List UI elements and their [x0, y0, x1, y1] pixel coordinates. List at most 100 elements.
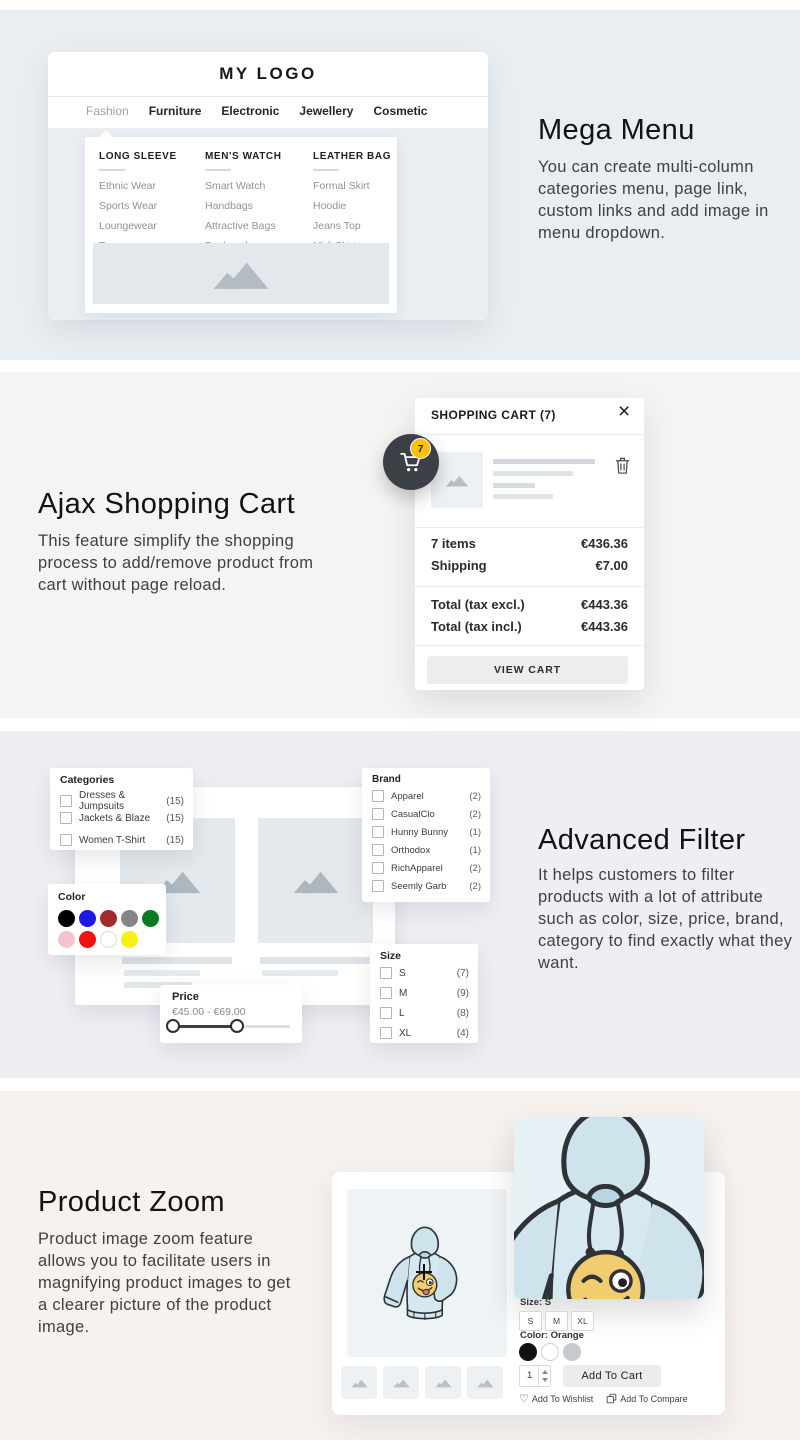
checkbox[interactable] [380, 987, 392, 999]
filter-option-row[interactable]: Seemly Garb (2) [372, 880, 481, 892]
checkbox[interactable] [372, 880, 384, 892]
checkbox[interactable] [372, 808, 384, 820]
option-count: (2) [469, 790, 481, 802]
nav-item-furniture[interactable]: Furniture [148, 104, 202, 118]
filter-option-row[interactable]: M (9) [380, 987, 469, 999]
swatch-darkred[interactable] [100, 910, 117, 927]
option-label: Jackets & Blaze [79, 812, 151, 824]
thumbnail-placeholder[interactable] [425, 1366, 461, 1399]
mega-menu-description: You can create multi-column categories m… [538, 158, 769, 242]
summary-label: 7 items [431, 536, 476, 551]
menu-link[interactable]: Handbags [205, 200, 253, 212]
filter-title: Price [172, 991, 199, 1003]
skeleton-line [262, 970, 338, 976]
thumbnail-placeholder[interactable] [467, 1366, 503, 1399]
menu-link[interactable]: Smart Watch [205, 180, 266, 192]
option-count: (7) [456, 967, 469, 979]
menu-link[interactable]: Hoodie [313, 200, 347, 212]
option-label: S [399, 967, 406, 979]
checkbox[interactable] [380, 967, 392, 979]
filter-option-row[interactable]: CasualClo (2) [372, 808, 481, 820]
add-to-wishlist-link[interactable]: ♡ Add To Wishlist [519, 1392, 593, 1405]
filter-option-row[interactable]: Women T-Shirt (15) [60, 834, 184, 846]
swatch-black[interactable] [519, 1343, 537, 1361]
dropdown-column-long-sleeve: LONG SLEEVE Ethnic Wear Sports Wear Loun… [99, 151, 199, 260]
quantity-stepper[interactable]: 1 [519, 1365, 551, 1387]
option-label: CasualClo [391, 808, 435, 820]
swatch-green[interactable] [142, 910, 159, 927]
filter-option-row[interactable]: Orthodox (1) [372, 844, 481, 856]
stepper-down-icon[interactable] [541, 1378, 548, 1382]
stepper-up-icon[interactable] [541, 1370, 548, 1374]
price-slider-handle-min[interactable] [166, 1019, 180, 1033]
option-label: XL [399, 1027, 412, 1039]
menu-link[interactable]: Ethnic Wear [99, 180, 156, 192]
title-underline [313, 169, 339, 171]
header-divider [48, 96, 488, 97]
menu-link[interactable]: Attractive Bags [205, 220, 276, 232]
swatch-pink[interactable] [58, 931, 75, 948]
checkbox[interactable] [60, 834, 72, 846]
skeleton-line [493, 494, 553, 499]
checkbox[interactable] [60, 795, 72, 807]
swatch-white[interactable] [100, 931, 117, 948]
nav-item-cosmetic[interactable]: Cosmetic [373, 104, 428, 118]
size-option-s[interactable]: S [519, 1311, 542, 1331]
mountain-icon [392, 1379, 410, 1387]
filter-option-row[interactable]: Jackets & Blaze (15) [60, 812, 184, 824]
view-cart-button[interactable]: VIEW CART [427, 656, 628, 684]
checkbox[interactable] [372, 826, 384, 838]
size-option-xl[interactable]: XL [571, 1311, 594, 1331]
close-icon[interactable]: × [618, 400, 631, 423]
swatch-blue[interactable] [79, 910, 96, 927]
option-count: (2) [469, 808, 481, 820]
option-label: Seemly Garb [391, 880, 447, 892]
add-to-compare-link[interactable]: Add To Compare [606, 1392, 688, 1405]
checkbox[interactable] [380, 1027, 392, 1039]
price-slider-handle-max[interactable] [230, 1019, 244, 1033]
trash-icon[interactable] [614, 456, 631, 475]
checkbox[interactable] [372, 790, 384, 802]
menu-link[interactable]: Sports Wear [99, 200, 158, 212]
swatch-gray[interactable] [563, 1343, 581, 1361]
size-option-m[interactable]: M [545, 1311, 568, 1331]
filter-option-row[interactable]: S (7) [380, 967, 469, 979]
nav-item-electronic[interactable]: Electronic [221, 104, 280, 118]
nav-item-jewellery[interactable]: Jewellery [299, 104, 354, 118]
checkbox[interactable] [380, 1007, 392, 1019]
swatch-gray[interactable] [121, 910, 138, 927]
filter-option-row[interactable]: RichApparel (2) [372, 862, 481, 874]
price-filter-card: Price €45.00 - €69.00 [160, 985, 302, 1043]
checkbox[interactable] [372, 844, 384, 856]
thumbnail-placeholder[interactable] [383, 1366, 419, 1399]
menu-link[interactable]: Formal Skirt [313, 180, 370, 192]
option-label: Dresses & Jumpsuits [79, 790, 126, 812]
mountain-icon [445, 475, 469, 487]
menu-link[interactable]: Jeans Top [313, 220, 361, 232]
divider [415, 645, 644, 646]
checkbox[interactable] [372, 862, 384, 874]
filter-option-row[interactable]: L (8) [380, 1007, 469, 1019]
option-count: (1) [469, 844, 481, 856]
filter-option-row[interactable]: Apparel (2) [372, 790, 481, 802]
filter-option-row[interactable]: Dresses & Jumpsuits (15) [60, 790, 184, 812]
swatch-yellow[interactable] [121, 931, 138, 948]
swatch-red[interactable] [79, 931, 96, 948]
product-placeholder [258, 818, 373, 943]
menu-link[interactable]: Loungewear [99, 220, 157, 232]
nav-item-fashion[interactable]: Fashion [86, 104, 129, 118]
option-count: (4) [456, 1027, 469, 1039]
checkbox[interactable] [60, 812, 72, 824]
summary-label: Shipping [431, 558, 487, 573]
swatch-white[interactable] [541, 1343, 559, 1361]
thumbnail-placeholder[interactable] [341, 1366, 377, 1399]
add-to-cart-button[interactable]: Add To Cart [563, 1365, 661, 1387]
divider [415, 527, 644, 528]
filter-option-row[interactable]: Hunny Bunny (1) [372, 826, 481, 838]
quantity-value: 1 [527, 1370, 533, 1381]
filter-title: Color [58, 891, 86, 903]
title-underline [99, 169, 125, 171]
compare-label: Add To Compare [620, 1393, 688, 1404]
filter-option-row[interactable]: XL (4) [380, 1027, 469, 1039]
swatch-black[interactable] [58, 910, 75, 927]
